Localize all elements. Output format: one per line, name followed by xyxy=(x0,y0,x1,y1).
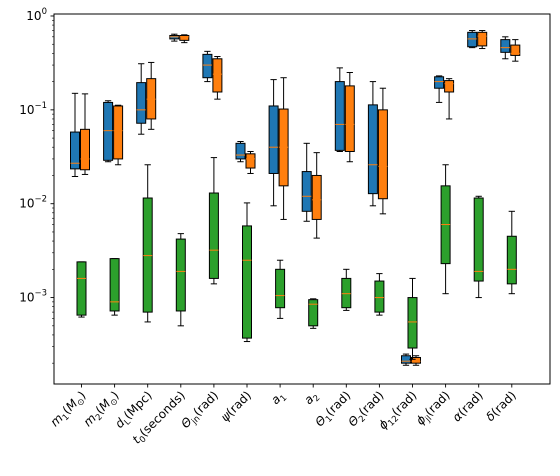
box-body xyxy=(70,131,80,170)
box-s2-9 xyxy=(344,71,355,163)
box-body xyxy=(367,104,378,195)
box-body xyxy=(506,235,517,285)
box-body xyxy=(202,53,213,79)
box-body xyxy=(235,142,246,160)
box-body xyxy=(242,225,252,339)
box-s1-5 xyxy=(202,50,213,83)
x-tick-label-8: a2 xyxy=(301,388,322,409)
x-tick-label-7: a1 xyxy=(268,388,289,409)
box-s2-6 xyxy=(245,150,256,174)
box-body xyxy=(374,280,385,313)
y-tick-label: 10−2 xyxy=(19,195,47,211)
box-body xyxy=(311,174,322,220)
box-body xyxy=(407,297,418,349)
box-s1-8 xyxy=(301,142,312,222)
box-body xyxy=(142,197,153,313)
box-s2-8 xyxy=(311,152,322,239)
x-tick-label-13: α(rad) xyxy=(450,388,486,424)
box-s2-12 xyxy=(444,78,455,120)
box-s1-1 xyxy=(70,92,80,177)
box-body xyxy=(109,258,120,312)
box-s3-3 xyxy=(142,164,153,323)
x-tick-label-6: ψ(rad) xyxy=(218,388,254,424)
box-s1-10 xyxy=(367,81,378,207)
box-body xyxy=(175,238,186,312)
box-body xyxy=(344,85,355,152)
box-s1-14 xyxy=(500,36,511,60)
box-body xyxy=(268,105,279,174)
box-body xyxy=(510,44,521,56)
box-s1-4 xyxy=(169,33,180,42)
box-s3-4 xyxy=(175,233,186,327)
x-axis: m1(M⊙)m2(M⊙)dL(Mpc)t0(seconds)Θjn(rad)ψ(… xyxy=(48,384,519,447)
box-s2-1 xyxy=(80,93,90,175)
box-body xyxy=(80,128,90,171)
box-s2-3 xyxy=(146,61,157,130)
box-s1-13 xyxy=(467,30,478,49)
box-s1-7 xyxy=(268,79,279,207)
box-body xyxy=(76,261,87,316)
box-s2-13 xyxy=(477,30,488,50)
box-body xyxy=(308,299,319,327)
box-s2-7 xyxy=(278,77,289,220)
axes-frame xyxy=(53,13,551,385)
box-s1-2 xyxy=(103,100,114,163)
box-body xyxy=(434,76,445,89)
y-tick-label: 10−3 xyxy=(19,289,47,305)
box-s3-5 xyxy=(208,157,219,285)
x-tick-label-12: ϕjl(rad) xyxy=(413,388,455,430)
box-body xyxy=(500,39,511,53)
y-tick-label: 100 xyxy=(26,7,47,23)
plot-area xyxy=(70,30,521,366)
box-s3-11 xyxy=(407,277,418,360)
box-body xyxy=(334,81,345,151)
box-s2-14 xyxy=(510,39,521,62)
box-s3-14 xyxy=(506,210,517,295)
box-s3-8 xyxy=(308,298,319,329)
box-body xyxy=(467,31,478,48)
box-s1-11 xyxy=(401,353,411,366)
box-s3-1 xyxy=(76,261,87,318)
box-body xyxy=(477,31,488,47)
box-s2-4 xyxy=(179,34,190,44)
box-s3-2 xyxy=(109,258,120,316)
box-s3-7 xyxy=(275,259,286,319)
box-s1-3 xyxy=(136,63,147,135)
box-s1-9 xyxy=(334,67,345,152)
x-tick-label-1: m1(M⊙) xyxy=(48,388,91,431)
box-body xyxy=(136,82,147,124)
x-tick-label-14: δ(rad) xyxy=(483,388,519,424)
y-axis: 100 10−1 10−2 10−3 xyxy=(19,7,54,364)
box-body xyxy=(212,58,223,93)
box-body xyxy=(113,105,124,160)
box-body xyxy=(301,171,312,212)
box-body xyxy=(473,197,484,282)
box-body xyxy=(103,101,114,161)
box-s3-6 xyxy=(242,202,252,343)
box-body xyxy=(401,355,411,364)
box-s2-5 xyxy=(212,56,223,100)
box-body xyxy=(377,109,388,200)
box-body xyxy=(245,153,256,169)
box-s3-10 xyxy=(374,273,385,316)
y-tick-label: 10−1 xyxy=(19,101,47,117)
x-tick-label-9: Θ1(rad) xyxy=(312,388,355,431)
box-body xyxy=(444,80,455,93)
box-s3-9 xyxy=(341,268,352,311)
box-s2-2 xyxy=(113,104,124,166)
box-body xyxy=(411,356,421,364)
box-body xyxy=(208,192,219,279)
box-s3-13 xyxy=(473,195,484,299)
x-tick-label-5: Θjn(rad) xyxy=(178,388,223,433)
box-s2-11 xyxy=(411,355,421,366)
box-body xyxy=(275,268,286,309)
box-s2-10 xyxy=(377,87,388,215)
box-body xyxy=(341,277,352,309)
box-s3-12 xyxy=(440,164,451,295)
box-s1-6 xyxy=(235,141,246,163)
box-body xyxy=(179,34,190,41)
box-s1-12 xyxy=(434,75,445,103)
